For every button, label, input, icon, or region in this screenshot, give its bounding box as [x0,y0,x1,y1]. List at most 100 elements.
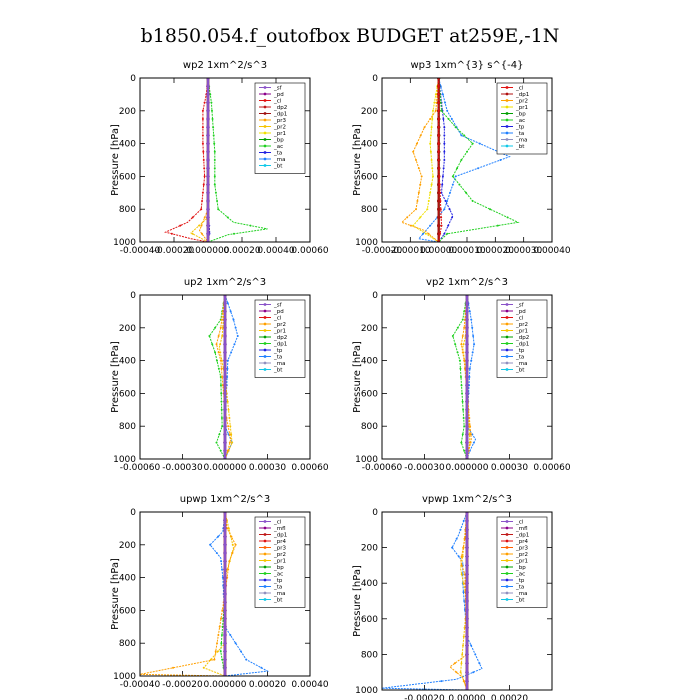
legend-marker [263,355,267,358]
data-point [226,216,229,219]
y-tick-label: 800 [361,422,378,432]
data-point [206,150,210,154]
legend-marker [263,112,267,115]
data-point [465,643,469,648]
data-point [465,350,469,354]
data-point [249,224,252,227]
series-line [438,78,454,242]
legend: _cl_mfl_dp1_pr4_pr3_pr2_pr1_bp_ac_tp_ta_… [496,516,548,608]
data-point [465,408,469,412]
data-point [429,142,432,145]
x-tick-label: 0.00030 [491,463,528,473]
legend-label: _dp1 [515,342,529,348]
data-point [223,301,227,305]
data-point [433,101,436,104]
data-point [459,528,462,531]
data-point [223,375,227,379]
legend-label: _bp [273,565,284,571]
data-point [220,367,223,370]
legend-marker [505,598,509,601]
data-point [200,232,203,235]
data-point [223,617,227,621]
data-point [219,343,222,346]
legend-label: _cl [515,86,524,92]
data-point [451,216,454,219]
data-point [206,207,210,211]
data-point [499,159,502,161]
legend-marker [263,520,267,523]
data-point [206,142,210,146]
data-point [489,208,492,211]
series-line [466,295,477,459]
data-point [223,576,227,580]
data-point [441,175,444,178]
data-point [228,433,231,436]
x-tick-label: 0.00040 [291,680,328,690]
data-point [230,433,233,436]
data-point [435,101,438,104]
data-point [191,232,194,235]
legend-marker [263,138,267,141]
data-point [463,326,466,329]
x-tick-label: 0.00000 [448,694,485,700]
data-point [223,318,227,322]
y-tick-label: 400 [361,357,378,367]
data-point [439,208,442,211]
data-point [201,142,204,145]
y-tick-label: 200 [361,107,378,117]
data-point [217,335,220,337]
data-point [206,158,210,162]
legend-label: _pr2 [515,322,528,328]
data-point [463,318,466,321]
data-point [206,125,210,129]
data-point [454,175,457,178]
legend-label: _bt [273,368,283,374]
y-tick-label: 400 [361,579,378,589]
data-point [200,224,203,227]
data-point [219,650,222,653]
data-point [437,126,440,129]
data-point [228,560,231,563]
chart-panel: up2 1xm^2/s^3 Pressure [hPa] 0 200 400 600 800… [110,277,329,473]
data-point [459,376,462,378]
data-point [216,650,219,653]
data-point [260,666,263,669]
data-point [202,159,205,161]
data-point [471,351,474,354]
legend-label: _ma [515,138,527,144]
data-point [226,376,229,378]
data-point [419,216,422,219]
data-point [463,367,466,370]
legend-label: _bp [515,565,526,571]
data-point [223,350,227,354]
y-tick-label: 800 [119,639,136,649]
data-point [228,417,231,419]
data-point [234,326,237,329]
data-point [209,93,212,96]
data-point [443,134,446,137]
data-point [437,224,441,228]
data-point [223,543,227,547]
data-point [456,351,459,354]
data-point [213,183,216,186]
legend-marker [505,144,509,148]
data-point [220,634,223,636]
legend-label: _pd [515,309,526,315]
data-point [496,224,499,227]
data-point [229,634,232,636]
data-point [226,400,229,403]
data-point [223,391,227,395]
data-point [474,653,477,656]
data-point [430,183,433,186]
data-point [471,142,474,145]
data-point [477,167,480,170]
data-point [446,200,449,202]
legend-marker [505,125,509,128]
legend-marker [505,539,509,543]
data-point [451,175,454,178]
data-point [429,150,432,153]
legend-marker [505,591,509,595]
legend-label: _bt [273,164,283,170]
legend-label: _cl [515,316,524,322]
